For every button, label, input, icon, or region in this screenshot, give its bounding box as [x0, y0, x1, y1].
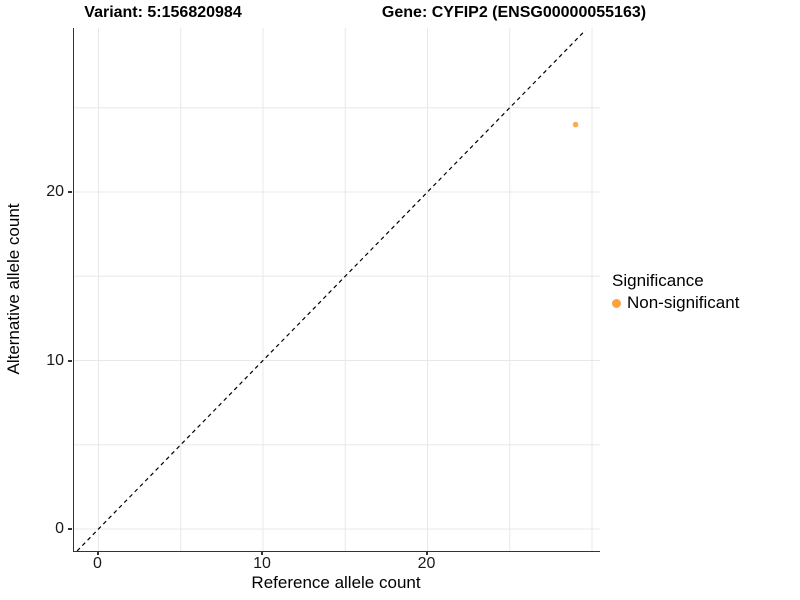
legend-item-label: Non-significant [627, 293, 740, 312]
y-tick-label: 10 [46, 351, 64, 369]
x-tick-label: 0 [93, 555, 102, 572]
x-tick-label: 10 [253, 555, 271, 572]
legend-item: Non-significant [612, 293, 739, 313]
x-tick-mark [425, 551, 428, 555]
x-axis-title: Reference allele count [251, 573, 421, 592]
y-tick-mark [68, 528, 72, 530]
data-point [572, 121, 579, 128]
x-tick-mark [261, 551, 263, 555]
legend: Significance Non-significant [612, 271, 739, 313]
legend-title: Significance [612, 271, 704, 290]
plot-panel [73, 28, 600, 552]
identity-line [76, 29, 586, 551]
plot-title-variant: Variant: 5:156820984 [84, 4, 242, 21]
y-tick-mark [68, 191, 72, 193]
y-tick-label: 0 [55, 520, 64, 537]
plot-title-gene: Gene: CYFIP2 (ENSG00000055163) [381, 4, 647, 21]
legend-key-point-icon [612, 298, 621, 308]
y-tick-mark [68, 359, 72, 362]
x-tick-mark [96, 551, 99, 555]
x-tick-label: 20 [417, 555, 436, 572]
y-axis-title: Alternative allele count [4, 203, 23, 375]
plot-canvas [74, 28, 600, 551]
y-tick-label: 20 [46, 183, 64, 200]
